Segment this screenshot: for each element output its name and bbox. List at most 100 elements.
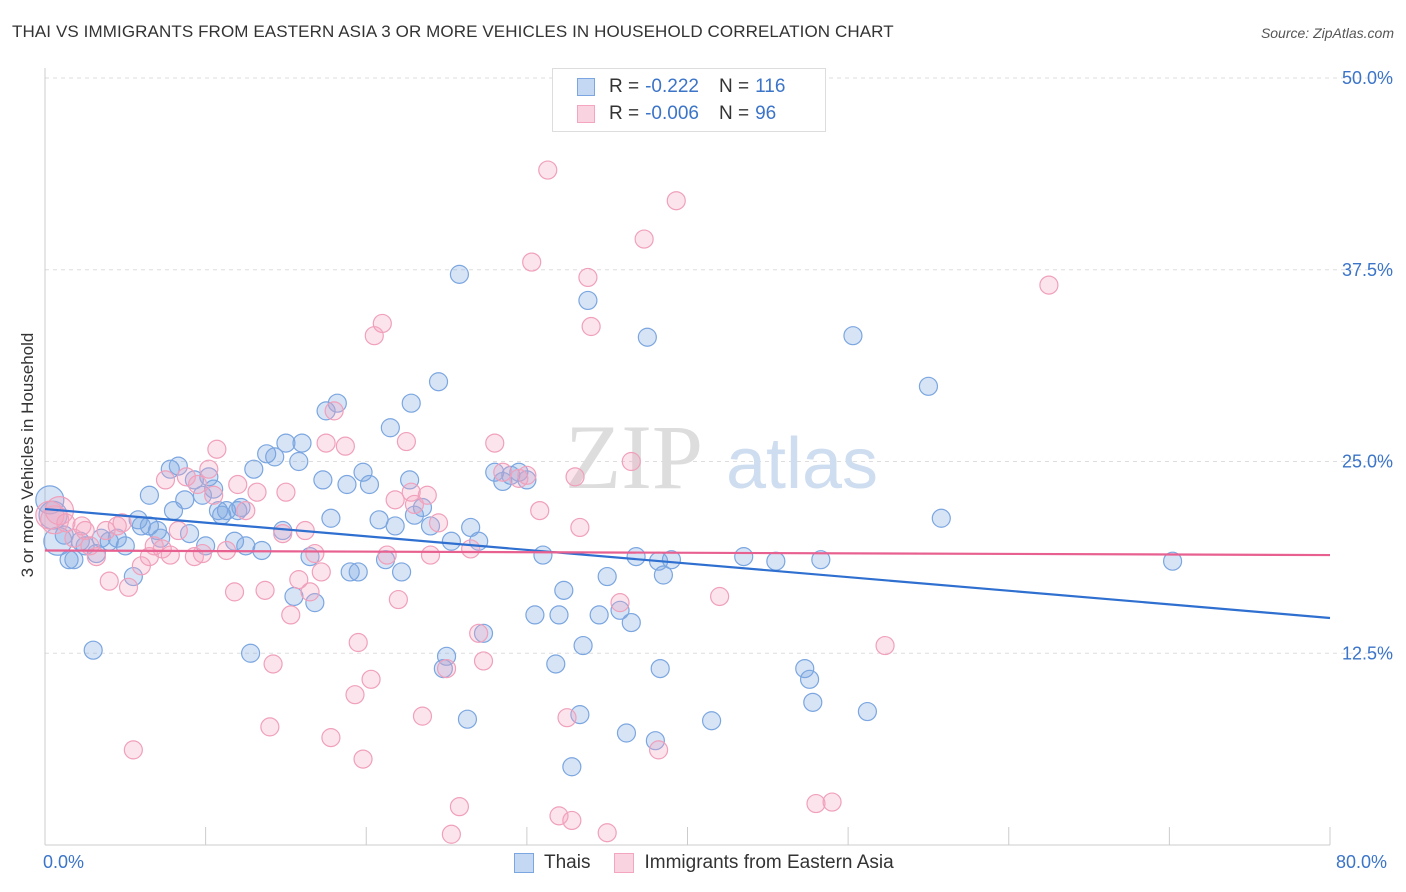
point-immigrants [247,482,267,502]
point-immigrants [199,459,219,479]
point-immigrants [348,632,368,653]
point-thais [457,709,478,729]
point-immigrants [557,708,577,728]
y-tick-labels: 12.5% 25.0% 37.5% 50.0% [1342,68,1393,663]
point-immigrants [255,580,275,600]
point-thais [597,566,617,587]
point-immigrants [86,547,107,567]
point-thais [265,447,285,467]
legend-swatch-immigrants [577,105,595,123]
point-immigrants [449,797,470,817]
point-immigrants [176,467,196,487]
point-thais [115,536,135,556]
n-value: 96 [755,103,777,124]
legend-swatch [614,853,635,873]
point-immigrants [517,465,537,485]
point-immigrants [388,589,408,610]
point-thais [385,516,405,536]
point-thais [353,462,373,482]
point-immigrants [610,593,630,613]
point-immigrants [377,545,397,565]
point-immigrants [289,570,309,590]
point-thais [626,547,646,567]
point-immigrants [441,824,461,844]
point-immigrants [461,539,481,559]
point-thais [610,600,630,620]
legend-label: Immigrants from Eastern Asia [644,852,894,873]
point-immigrants [192,543,213,564]
point-thais [843,326,863,346]
point-immigrants [597,823,617,843]
y-tick-label: 12.5% [1342,643,1393,663]
y-axis-label: 3 or more Vehicles in Household [18,332,37,578]
point-immigrants [581,316,601,337]
legend-row-thais: R = -0.222 N = 116 [577,74,785,100]
point-immigrants [168,520,188,541]
correlation-legend: R = -0.222 N = 116 R = -0.006 N = 96 [552,68,826,132]
point-immigrants [634,229,654,249]
point-immigrants [335,436,355,456]
point-thais [533,545,553,565]
point-thais [549,605,569,625]
point-thais [428,372,449,392]
point-thais [321,508,341,528]
point-immigrants [236,500,256,521]
point-thais [621,612,641,633]
point-thais [216,500,237,521]
point-immigrants [530,500,550,521]
point-thais [404,505,425,525]
point-immigrants [40,505,70,535]
point-immigrants [155,470,176,490]
point-thais [199,467,219,487]
point-thais [289,451,309,472]
point-immigrants [160,545,180,565]
point-immigrants [473,651,494,671]
point-thais [811,550,831,570]
watermark-atlas: atlas [726,424,878,504]
point-immigrants [207,439,227,459]
point-immigrants [56,513,76,533]
point-thais [637,327,657,347]
point-immigrants [324,401,344,421]
point-thais [175,490,195,510]
point-thais [931,508,951,528]
point-immigrants [276,482,296,502]
point-thais [918,376,939,396]
point-immigrants [385,490,405,510]
r-value: -0.006 [645,103,699,124]
series-legend: Thais Immigrants from Eastern Asia [514,852,918,874]
point-immigrants [224,582,245,602]
point-thais [573,635,593,656]
y-tick-label: 37.5% [1342,260,1393,280]
point-thais [449,264,470,284]
source-label: Source: ZipAtlas.com [1260,25,1394,41]
point-immigrants [412,706,433,726]
point-thais [139,485,160,505]
n-value: 116 [755,76,786,97]
r-label: R = [609,76,640,97]
point-immigrants [273,523,293,544]
point-thais [284,586,304,607]
legend-swatch [514,853,534,873]
point-thais [517,470,537,490]
y-tick-label: 25.0% [1342,452,1393,472]
point-immigrants [428,513,449,533]
point-thais [803,692,823,712]
point-thais [139,516,160,536]
point-thais [546,654,566,674]
point-immigrants [493,462,513,482]
point-immigrants [263,654,283,674]
point-immigrants [648,740,669,760]
point-immigrants [485,433,505,453]
point-thais [400,470,420,490]
point-immigrants [621,451,641,472]
point-immigrants [562,810,582,831]
point-immigrants [228,474,248,495]
point-immigrants [522,252,542,272]
point-immigrants [806,793,826,814]
x-tick-label-max: 80.0% [1336,852,1388,872]
point-thais [734,547,754,567]
point-thais [401,393,421,413]
point-thais [650,658,670,679]
